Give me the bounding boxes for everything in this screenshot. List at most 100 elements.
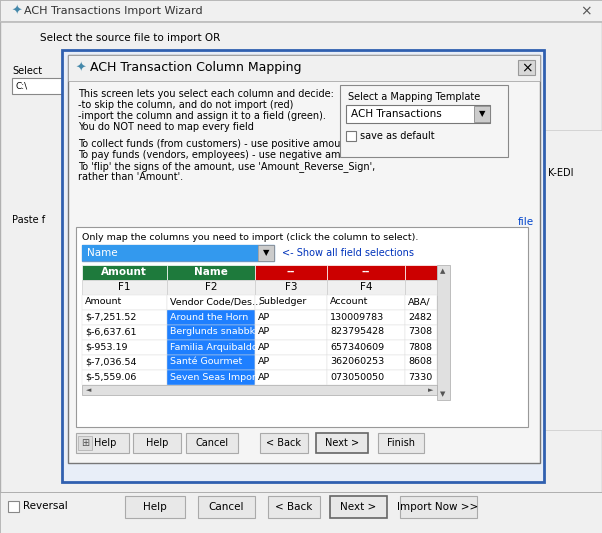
Bar <box>405 310 437 325</box>
Text: ABA/: ABA/ <box>408 297 430 306</box>
Text: ACH Transactions: ACH Transactions <box>351 109 442 119</box>
Text: To pay funds (vendors, employees) - use negative amounts: To pay funds (vendors, employees) - use … <box>78 150 368 160</box>
Bar <box>327 280 405 295</box>
Text: Finish: Finish <box>387 438 415 448</box>
Text: 130009783: 130009783 <box>330 312 384 321</box>
Text: Amount: Amount <box>101 267 147 277</box>
Text: ×: × <box>580 4 592 18</box>
Bar <box>82 265 167 280</box>
Text: Import Now >>: Import Now >> <box>397 502 479 512</box>
Bar <box>437 265 450 400</box>
Bar <box>68 55 540 81</box>
Bar <box>378 433 424 453</box>
Text: C:\: C:\ <box>15 82 27 91</box>
Text: Vendor Code/Des…: Vendor Code/Des… <box>170 297 261 306</box>
Bar <box>518 60 535 75</box>
Bar <box>255 370 327 385</box>
Bar <box>167 370 255 385</box>
Bar <box>400 496 477 518</box>
Text: Next >: Next > <box>340 502 376 512</box>
Text: Select a Mapping Template: Select a Mapping Template <box>348 92 480 102</box>
Bar <box>255 355 327 370</box>
Text: 362060253: 362060253 <box>330 358 384 367</box>
Text: $-6,637.61: $-6,637.61 <box>85 327 137 336</box>
Text: -to skip the column, and do not import (red): -to skip the column, and do not import (… <box>78 100 293 110</box>
Bar <box>255 295 327 310</box>
Text: AP: AP <box>258 373 270 382</box>
Bar <box>327 355 405 370</box>
Bar <box>474 106 490 122</box>
Bar <box>82 245 274 261</box>
Bar <box>133 433 181 453</box>
Bar <box>78 436 92 450</box>
Bar <box>198 496 255 518</box>
Text: Cancel: Cancel <box>208 502 244 512</box>
Text: $-7,251.52: $-7,251.52 <box>85 312 137 321</box>
Text: ►: ► <box>427 387 433 393</box>
Text: $-953.19: $-953.19 <box>85 343 128 351</box>
Bar <box>82 385 437 395</box>
Text: AP: AP <box>258 312 270 321</box>
Text: 823795428: 823795428 <box>330 327 384 336</box>
Text: < Back: < Back <box>275 502 312 512</box>
Text: Name: Name <box>87 248 117 258</box>
Text: --: -- <box>287 267 295 277</box>
Bar <box>82 370 167 385</box>
Text: Familia Arquibaldo: Familia Arquibaldo <box>170 343 258 351</box>
Text: 8608: 8608 <box>408 358 432 367</box>
Text: Amount: Amount <box>85 297 122 306</box>
Bar <box>82 295 167 310</box>
Text: F2: F2 <box>205 282 217 292</box>
Text: Select: Select <box>12 66 42 76</box>
Bar <box>346 105 490 123</box>
Text: Around the Horn: Around the Horn <box>170 312 248 321</box>
Text: < Back: < Back <box>267 438 302 448</box>
Bar <box>268 496 320 518</box>
Bar <box>405 325 437 340</box>
Text: ◄: ◄ <box>86 387 92 393</box>
Text: 2482: 2482 <box>408 312 432 321</box>
Text: You do NOT need to map every field: You do NOT need to map every field <box>78 122 254 132</box>
Text: Select the source file to import OR: Select the source file to import OR <box>40 33 220 43</box>
Text: file: file <box>518 217 534 227</box>
Text: ▲: ▲ <box>440 268 445 274</box>
Text: To collect funds (from customers) - use positive amounts: To collect funds (from customers) - use … <box>78 139 356 149</box>
Text: $-7,036.54: $-7,036.54 <box>85 358 137 367</box>
Bar <box>82 280 167 295</box>
Text: F4: F4 <box>360 282 372 292</box>
Bar <box>186 433 238 453</box>
Bar <box>82 310 167 325</box>
Text: Berglunds snabbk…: Berglunds snabbk… <box>170 327 265 336</box>
Bar <box>340 85 508 157</box>
Text: rather than 'Amount'.: rather than 'Amount'. <box>78 172 183 182</box>
Bar <box>76 433 129 453</box>
Bar <box>544 130 602 430</box>
Text: Paste f: Paste f <box>12 215 45 225</box>
Bar <box>327 310 405 325</box>
Bar <box>82 245 258 261</box>
Text: AP: AP <box>258 343 270 351</box>
Text: K-EDI: K-EDI <box>548 168 574 178</box>
Text: ✦: ✦ <box>12 4 22 18</box>
Bar <box>0 0 602 22</box>
Text: To 'flip' the signs of the amount, use 'Amount_Reverse_Sign',: To 'flip' the signs of the amount, use '… <box>78 161 375 172</box>
Bar <box>316 433 368 453</box>
Text: F1: F1 <box>118 282 130 292</box>
Bar <box>327 340 405 355</box>
Bar <box>167 310 255 325</box>
Text: ACH Transactions Import Wizard: ACH Transactions Import Wizard <box>24 6 203 16</box>
Bar <box>327 325 405 340</box>
Text: F3: F3 <box>285 282 297 292</box>
Text: ACH Transaction Column Mapping: ACH Transaction Column Mapping <box>90 61 302 75</box>
Text: ✦: ✦ <box>76 61 87 75</box>
Bar <box>405 355 437 370</box>
Bar <box>255 265 327 280</box>
Bar <box>405 295 437 310</box>
Text: 7808: 7808 <box>408 343 432 351</box>
Text: Account: Account <box>330 297 368 306</box>
Bar <box>260 433 308 453</box>
Text: Name: Name <box>194 267 228 277</box>
Text: 657340609: 657340609 <box>330 343 384 351</box>
Bar <box>62 50 544 482</box>
Bar <box>76 227 528 427</box>
